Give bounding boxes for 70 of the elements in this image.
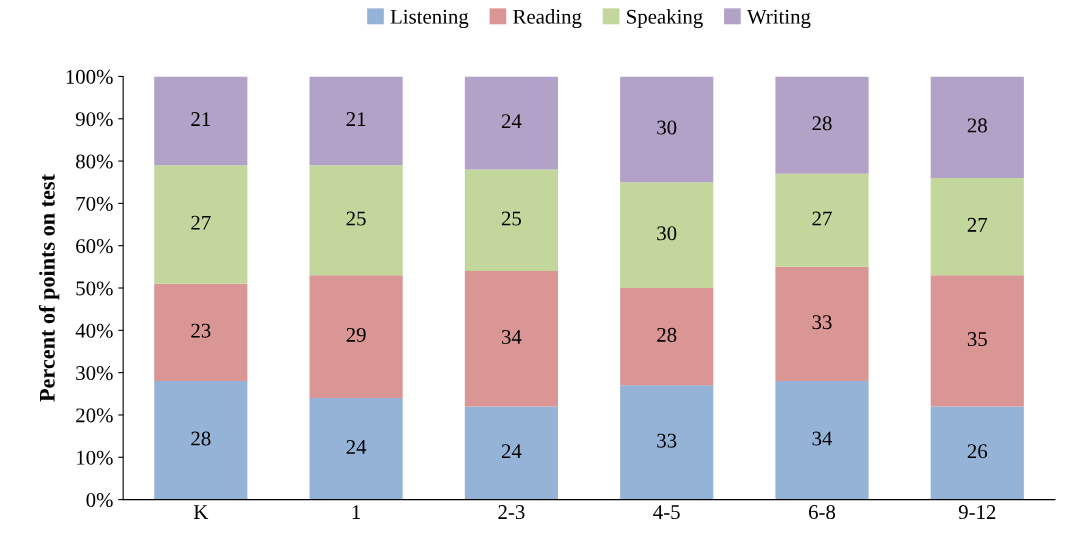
bar bbox=[464, 76, 558, 170]
y-tick-label: 40% bbox=[75, 323, 113, 338]
bar bbox=[775, 381, 869, 500]
annotation: 28 bbox=[812, 116, 832, 131]
annotation: 35 bbox=[967, 332, 987, 347]
annotation: 24 bbox=[501, 114, 522, 128]
annotation: 28 bbox=[967, 118, 987, 133]
bar bbox=[309, 275, 403, 399]
bar bbox=[464, 271, 558, 407]
bar bbox=[930, 406, 1024, 500]
annotation: 28 bbox=[191, 431, 211, 446]
y-tick-label: 100% bbox=[66, 69, 113, 84]
bar bbox=[775, 76, 869, 174]
y-tick-label: 20% bbox=[76, 408, 113, 423]
y-tick-label: 70% bbox=[76, 196, 113, 211]
y-tick-label: 90% bbox=[75, 112, 113, 127]
y-tick-label: 30% bbox=[76, 366, 113, 381]
bar bbox=[620, 182, 714, 289]
y-tick-label: 50% bbox=[76, 281, 113, 296]
x-tick-label: K bbox=[193, 505, 209, 519]
x-tick-label: 1 bbox=[352, 505, 361, 519]
y-axis-title: Percent of points on test bbox=[38, 174, 60, 402]
bar bbox=[620, 76, 714, 183]
y-tick-label: 60% bbox=[76, 239, 113, 254]
x-tick-label: 2-3 bbox=[498, 505, 525, 520]
y-tick-label: 0% bbox=[86, 492, 113, 508]
legend-label: Speaking bbox=[627, 9, 703, 29]
annotation: 21 bbox=[191, 112, 210, 126]
y-tick-label: 10% bbox=[77, 450, 113, 465]
legend-label: Writing bbox=[747, 9, 811, 29]
annotation: 33 bbox=[812, 315, 832, 330]
annotation: 34 bbox=[812, 431, 833, 446]
bar bbox=[930, 275, 1024, 407]
legend-label: Listening bbox=[390, 9, 469, 29]
bar bbox=[930, 178, 1024, 276]
bar bbox=[154, 76, 248, 166]
annotation: 33 bbox=[657, 433, 677, 448]
legend-label: Reading bbox=[513, 9, 582, 29]
bar bbox=[154, 165, 248, 284]
annotation: 27 bbox=[967, 217, 988, 232]
annotation: 29 bbox=[346, 327, 366, 342]
bar bbox=[775, 173, 869, 267]
bar bbox=[309, 398, 403, 500]
bar bbox=[620, 288, 714, 386]
bar bbox=[464, 169, 558, 272]
x-tick-label: 9-12 bbox=[958, 505, 996, 520]
bar bbox=[464, 406, 558, 500]
x-tick-label: 6-8 bbox=[809, 505, 836, 520]
x-tick-label: 4-5 bbox=[653, 505, 680, 520]
annotation: 28 bbox=[657, 327, 677, 342]
annotation: 25 bbox=[346, 211, 366, 226]
annotation: 24 bbox=[501, 444, 522, 459]
annotation: 34 bbox=[501, 330, 522, 345]
annotation: 24 bbox=[346, 440, 367, 454]
bar bbox=[154, 283, 248, 382]
annotation: 27 bbox=[191, 215, 211, 230]
y-tick-label: 80% bbox=[76, 154, 113, 169]
annotation: 25 bbox=[501, 211, 522, 226]
annotation: 30 bbox=[657, 120, 677, 135]
bar bbox=[309, 165, 403, 276]
annotation: 26 bbox=[967, 444, 988, 459]
annotation: 23 bbox=[191, 323, 211, 338]
annotation: 30 bbox=[657, 226, 677, 241]
bar bbox=[309, 76, 403, 166]
bar bbox=[775, 266, 869, 382]
annotation: 27 bbox=[812, 211, 832, 226]
bar bbox=[154, 381, 248, 500]
bar bbox=[930, 76, 1024, 178]
bar bbox=[620, 385, 714, 500]
annotation: 21 bbox=[346, 112, 366, 126]
